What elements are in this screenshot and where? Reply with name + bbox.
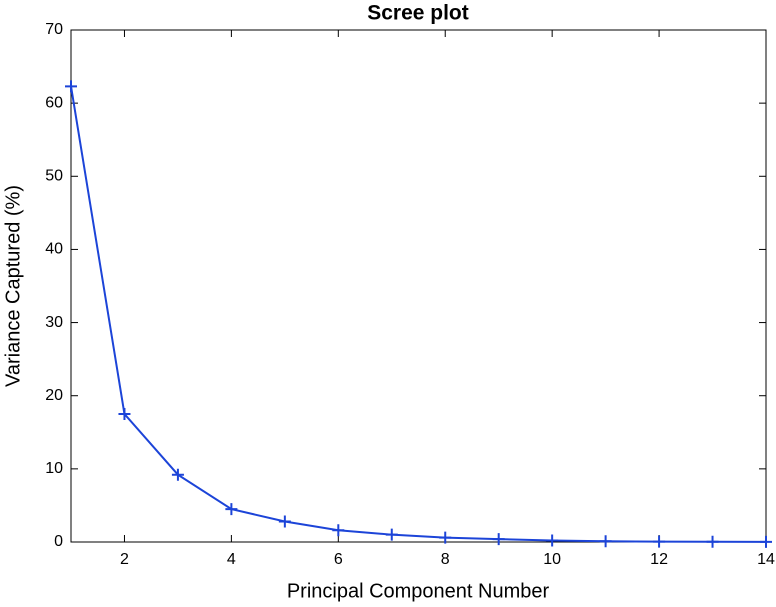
y-tick-label: 20 (45, 387, 63, 404)
marker (546, 534, 559, 547)
marker (225, 503, 238, 516)
marker (599, 535, 612, 548)
marker (492, 533, 505, 546)
axes-box (70, 29, 767, 543)
x-tick-label: 8 (441, 551, 450, 568)
marker (760, 535, 772, 548)
marker (171, 468, 184, 481)
y-tick-label: 50 (45, 168, 63, 185)
x-tick-label: 4 (227, 551, 236, 568)
marker (706, 535, 719, 548)
y-tick-label: 60 (45, 94, 63, 111)
x-tick-label: 14 (757, 551, 775, 568)
marker (65, 80, 77, 93)
y-tick-label: 70 (45, 21, 63, 38)
chart-title: Scree plot (367, 2, 469, 25)
y-axis-label: Variance Captured (%) (2, 185, 24, 387)
y-tick-label: 0 (54, 533, 63, 550)
data-line (70, 86, 767, 543)
marker (118, 408, 131, 420)
y-tick-label: 40 (45, 241, 63, 258)
x-tick-label: 10 (543, 551, 561, 568)
x-tick-label: 6 (334, 551, 343, 568)
x-tick-label: 12 (650, 551, 668, 568)
y-tick-label: 10 (45, 460, 63, 477)
x-axis-label: Principal Component Number (287, 580, 550, 602)
x-tick-label: 2 (120, 551, 129, 568)
marker (653, 535, 666, 548)
marker (332, 524, 345, 537)
marker (439, 531, 452, 544)
marker (278, 515, 291, 528)
y-tick-label: 30 (45, 314, 63, 331)
marker (385, 528, 398, 541)
